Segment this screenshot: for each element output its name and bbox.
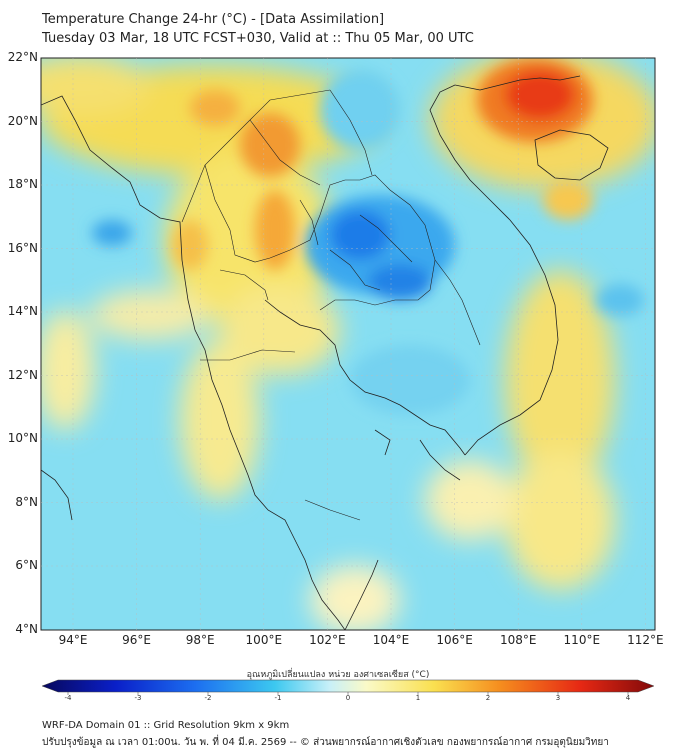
lon-label: 98°E [185, 633, 215, 647]
lon-label: 108°E [499, 633, 537, 647]
lon-label: 100°E [245, 633, 283, 647]
colorbar-tick-label: 4 [625, 694, 631, 702]
colorbar-tick-label: 3 [555, 694, 561, 702]
map-frame [40, 57, 656, 631]
lat-label: 20°N [7, 113, 38, 128]
lat-label: 4°N [15, 621, 38, 636]
lon-label: 106°E [436, 633, 473, 647]
lat-label: 8°N [15, 494, 38, 509]
colorbar-title: อุณหภูมิเปลี่ยนแปลง หน่วย องศาเซลเซียส (… [246, 670, 430, 680]
map-subtitle: Tuesday 03 Mar, 18 UTC FCST+030, Valid a… [42, 31, 474, 46]
colorbar [41, 679, 655, 695]
footer-domain-info: WRF-DA Domain 01 :: Grid Resolution 9km … [42, 720, 290, 731]
coastlines [41, 75, 609, 630]
lat-label: 12°N [7, 367, 38, 382]
temperature-field [41, 58, 655, 630]
lon-label: 94°E [58, 633, 88, 647]
lat-label: 10°N [7, 431, 38, 445]
country-borders [181, 89, 481, 521]
map-title: Temperature Change 24-hr (°C) - [Data As… [42, 12, 385, 27]
lat-label: 18°N [7, 177, 38, 191]
lon-label: 104°E [372, 633, 410, 647]
colorbar-tick-label: 1 [415, 694, 421, 702]
lat-label: 16°N [7, 240, 38, 255]
lon-label: 102°E [309, 633, 346, 647]
lon-label: 110°E [563, 633, 601, 647]
lon-label: 96°E [122, 633, 152, 647]
colorbar-tick-label: -1 [274, 694, 282, 702]
colorbar-tick-label: 0 [345, 694, 351, 702]
lat-label: 6°N [15, 558, 38, 572]
colorbar-tick-label: -2 [204, 694, 212, 702]
footer-update-info: ปรับปรุงข้อมูล ณ เวลา 01:00น. วัน พ. ที่… [42, 737, 609, 748]
lat-label: 14°N [7, 304, 38, 318]
colorbar-tick-label: 2 [485, 694, 491, 702]
colorbar-tick-label: -3 [134, 694, 142, 702]
lat-label: 22°N [7, 50, 38, 64]
lon-label: 112°E [627, 633, 664, 647]
graticule [41, 58, 655, 630]
colorbar-tick-label: -4 [64, 694, 72, 702]
